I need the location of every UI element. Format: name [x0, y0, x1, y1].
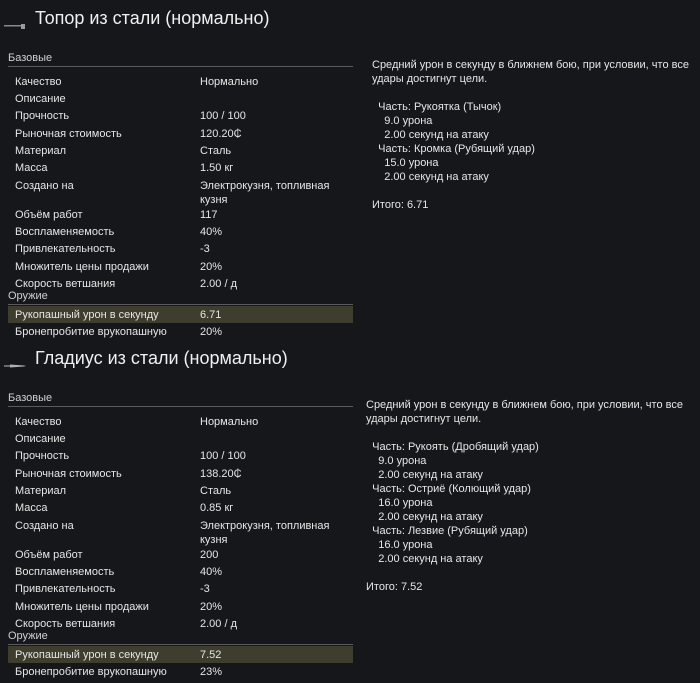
divider: [8, 406, 353, 407]
stat-value: 2.00 / д: [200, 278, 237, 290]
stat-label: Скорость ветшания: [15, 618, 116, 630]
stat-value: Сталь: [200, 145, 232, 157]
stat-label: Прочность: [15, 110, 70, 122]
stat-value: 100 / 100: [200, 110, 246, 122]
category-weapon: Оружие: [8, 290, 48, 302]
stat-label: Масса: [15, 162, 48, 174]
item-card: Топор из стали (нормально) Базовые Качес…: [0, 0, 700, 340]
divider: [8, 644, 353, 645]
stat-value: 2.00 / д: [200, 618, 237, 630]
stat-value: 23%: [200, 666, 223, 678]
stat-label: Материал: [15, 485, 66, 497]
stat-value: Нормально: [200, 76, 259, 88]
stat-value: 117: [200, 209, 218, 221]
stat-value: 40%: [200, 226, 223, 238]
stat-value: 100 / 100: [200, 450, 246, 462]
category-weapon: Оружие: [8, 630, 48, 642]
stat-value: 40%: [200, 566, 223, 578]
stat-value: 6.71: [200, 309, 222, 321]
category-base: Базовые: [8, 392, 53, 404]
stat-label: Воспламеняемость: [15, 226, 115, 238]
divider: [8, 66, 353, 67]
stat-label: Прочность: [15, 450, 70, 462]
stat-label: Привлекательность: [15, 243, 116, 255]
stat-description: Средний урон в секунду в ближнем бою, пр…: [366, 399, 683, 593]
stat-label: Описание: [15, 93, 66, 105]
stat-label: Рукопашный урон в секунду: [15, 649, 159, 661]
stat-label: Рукопашный урон в секунду: [15, 309, 159, 321]
stat-label: Материал: [15, 145, 66, 157]
item-card: Гладиус из стали (нормально) Базовые Кач…: [0, 340, 700, 680]
stat-label: Качество: [15, 416, 62, 428]
item-title: Топор из стали (нормально): [35, 8, 270, 28]
stat-label: Рыночная стоимость: [15, 468, 122, 480]
stat-row-selected[interactable]: Рукопашный урон в секунду 6.71: [8, 306, 353, 323]
gladius-icon: [4, 357, 26, 368]
stat-value: Электрокузня, топливная кузня: [200, 520, 330, 546]
stat-label: Бронепробитие врукопашную: [15, 326, 167, 338]
stat-value: Сталь: [200, 485, 232, 497]
stat-value: 120.20₵: [200, 128, 242, 140]
stat-label: Объём работ: [15, 549, 83, 561]
stat-value: 7.52: [200, 649, 222, 661]
stat-label: Воспламеняемость: [15, 566, 115, 578]
stat-label: Создано на: [15, 520, 74, 532]
stat-value: 0.85 кг: [200, 502, 234, 514]
stat-value: -3: [200, 243, 210, 255]
stat-label: Создано на: [15, 180, 74, 192]
stat-label: Привлекательность: [15, 583, 116, 595]
divider: [8, 304, 353, 305]
stat-label: Масса: [15, 502, 48, 514]
stat-value: -3: [200, 583, 210, 595]
category-base: Базовые: [8, 52, 53, 64]
stat-description: Средний урон в секунду в ближнем бою, пр…: [372, 59, 689, 211]
stat-value: Электрокузня, топливная кузня: [200, 180, 330, 206]
stat-label: Скорость ветшания: [15, 278, 116, 290]
stat-label: Бронепробитие врукопашную: [15, 666, 167, 678]
stat-value: 20%: [200, 326, 223, 338]
stat-value: 20%: [200, 601, 223, 613]
axe-icon: [4, 17, 26, 29]
stat-value: 138.20₵: [200, 468, 242, 480]
item-title: Гладиус из стали (нормально): [35, 348, 288, 368]
stat-value: 20%: [200, 261, 223, 273]
stat-value: Нормально: [200, 416, 259, 428]
stat-label: Множитель цены продажи: [15, 261, 149, 273]
stat-label: Множитель цены продажи: [15, 601, 149, 613]
stat-label: Объём работ: [15, 209, 83, 221]
stat-label: Качество: [15, 76, 62, 88]
stat-value: 1.50 кг: [200, 162, 234, 174]
stat-label: Рыночная стоимость: [15, 128, 122, 140]
stat-value: 200: [200, 549, 219, 561]
stat-label: Описание: [15, 433, 66, 445]
stat-row-selected[interactable]: Рукопашный урон в секунду 7.52: [8, 646, 353, 663]
